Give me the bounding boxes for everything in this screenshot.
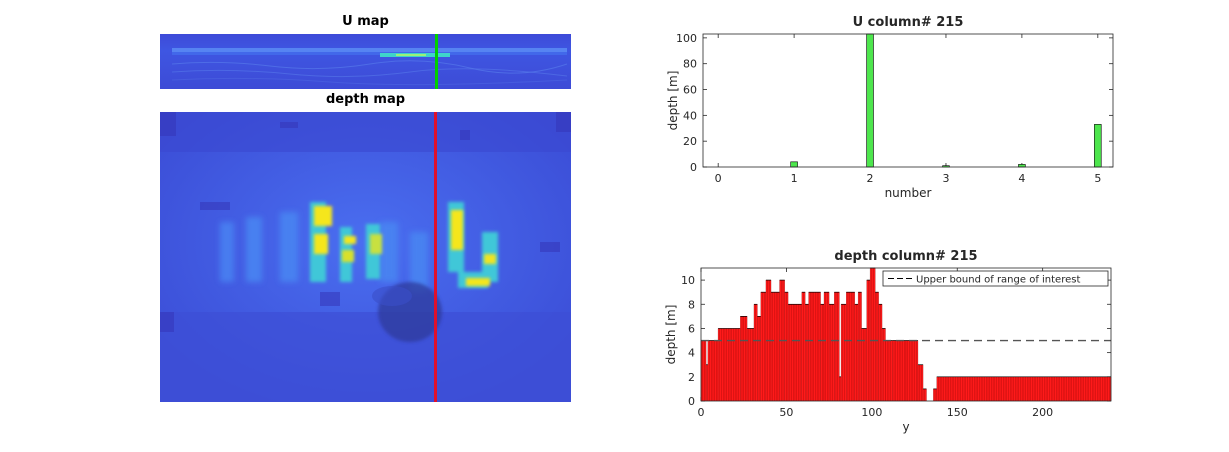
- depth-chart-xtick-label: 150: [947, 406, 968, 419]
- depth-chart-ytick-label: 6: [688, 322, 695, 335]
- u-chart-xtick-label: 1: [791, 172, 798, 185]
- u-chart-bar: [1094, 124, 1102, 168]
- depthmap-title: depth map: [325, 92, 406, 107]
- depth-chart-axes-frame: [700, 267, 1112, 402]
- depth-chart-ytick-label: 0: [688, 395, 695, 408]
- u-chart-ytick-label: 60: [683, 84, 697, 97]
- depthmap-image: [160, 112, 571, 402]
- depth-chart-bar: [906, 340, 918, 401]
- u-chart-xtick-label: 5: [1094, 172, 1101, 185]
- depth-chart-bar: [841, 304, 847, 401]
- depth-chart-ylabel: depth [m]: [664, 305, 678, 365]
- depth-chart-bar: [824, 292, 830, 401]
- umap-title: U map: [342, 14, 389, 29]
- depth-column-chart: depth column# 215 0 50 100 150 200 0 2 4 6 8 10 y dep…: [664, 249, 1112, 434]
- u-chart-ylabel: depth [m]: [666, 71, 680, 131]
- depth-chart-bar: [718, 328, 741, 401]
- depth-chart-title: depth column# 215: [834, 249, 977, 264]
- umap-image: [160, 34, 571, 89]
- u-chart-ytick-label: 0: [690, 161, 697, 174]
- depth-chart-legend-label: Upper bound of range of interest: [916, 275, 1080, 286]
- u-chart-ytick-label: 100: [676, 32, 697, 45]
- depth-chart-bar: [917, 364, 924, 401]
- u-chart-xtick-label: 2: [867, 172, 874, 185]
- depth-chart-xtick-label: 100: [861, 406, 882, 419]
- u-chart-bar: [790, 161, 798, 168]
- u-chart-axes-frame: [702, 33, 1114, 168]
- depth-chart-xtick-label: 50: [779, 406, 793, 419]
- u-chart-ytick-label: 20: [683, 135, 697, 148]
- depth-chart-bar: [834, 292, 840, 401]
- u-chart-ytick-label: 80: [683, 58, 697, 71]
- depth-chart-bar: [846, 292, 855, 401]
- depth-chart-bar: [839, 376, 842, 401]
- depth-chart-ytick-label: 2: [688, 371, 695, 384]
- depth-chart-ytick-label: 8: [688, 298, 695, 311]
- depth-chart-ytick-label: 10: [681, 274, 695, 287]
- depth-chart-bar: [706, 364, 708, 401]
- u-chart-title: U column# 215: [853, 15, 964, 30]
- depth-chart-bars: [700, 267, 1112, 401]
- depth-chart-xlabel: y: [902, 420, 909, 434]
- depth-chart-bar: [829, 304, 835, 401]
- depth-chart-legend: [882, 270, 1109, 287]
- u-column-chart: U column# 215 0 1 2 3 4 5 0 20 40 60 80 100 number dep…: [666, 15, 1114, 200]
- depth-chart-bar: [870, 268, 876, 401]
- depth-chart-bar: [808, 292, 821, 401]
- u-chart-xtick-label: 3: [942, 172, 949, 185]
- u-chart-xtick-label: 0: [715, 172, 722, 185]
- depth-chart-bar: [701, 340, 707, 401]
- u-chart-bar: [866, 33, 874, 168]
- depth-chart-bar: [760, 292, 766, 401]
- depth-chart-bar: [861, 328, 867, 401]
- u-chart-ytick-label: 40: [683, 109, 697, 122]
- depthmap-column-line: [434, 112, 437, 402]
- u-chart-xtick-label: 4: [1018, 172, 1025, 185]
- depth-chart-xtick-label: 200: [1032, 406, 1053, 419]
- depth-chart-ytick-label: 4: [688, 347, 695, 360]
- u-chart-xlabel: number: [885, 186, 932, 200]
- umap-column-line: [435, 34, 438, 89]
- depth-chart-bar: [771, 292, 780, 401]
- depth-chart-xtick-label: 0: [698, 406, 705, 419]
